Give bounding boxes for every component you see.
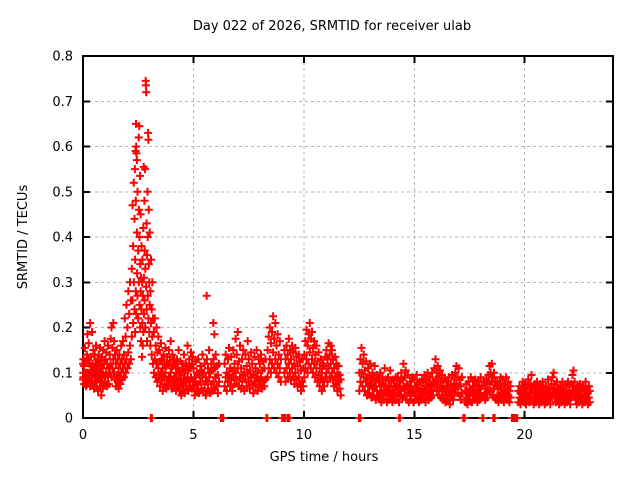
tick-labels: 0 5 10 15 20 0 0.1 0.2 0.3 0.4 0.5 0.6 0.7 0.8 xyxy=(52,50,533,444)
y-tick-label: 0.1 xyxy=(52,366,73,381)
x-tick-label: 20 xyxy=(516,428,533,443)
axis-ticks xyxy=(82,55,613,419)
y-tick-label: 0.8 xyxy=(52,50,73,65)
x-axis-label: GPS time / hours xyxy=(269,450,379,465)
y-tick-label: 0.4 xyxy=(52,231,73,246)
y-axis-label: SRMTID / TECUs xyxy=(16,184,31,290)
chart-title: Day 022 of 2026, SRMTID for receiver ula… xyxy=(192,19,472,34)
y-tick-label: 0.2 xyxy=(52,321,73,336)
x-tick-label: 5 xyxy=(189,428,197,443)
scatter-points xyxy=(79,76,594,422)
y-tick-label: 0.5 xyxy=(52,185,73,200)
y-tick-label: 0.7 xyxy=(52,95,73,110)
y-tick-label: 0.3 xyxy=(52,276,73,291)
y-tick-label: 0 xyxy=(65,412,73,427)
y-tick-label: 0.6 xyxy=(52,140,73,155)
x-tick-label: 0 xyxy=(79,428,87,443)
grid-lines xyxy=(83,56,613,418)
x-tick-label: 15 xyxy=(406,428,423,443)
x-tick-label: 10 xyxy=(296,428,313,443)
